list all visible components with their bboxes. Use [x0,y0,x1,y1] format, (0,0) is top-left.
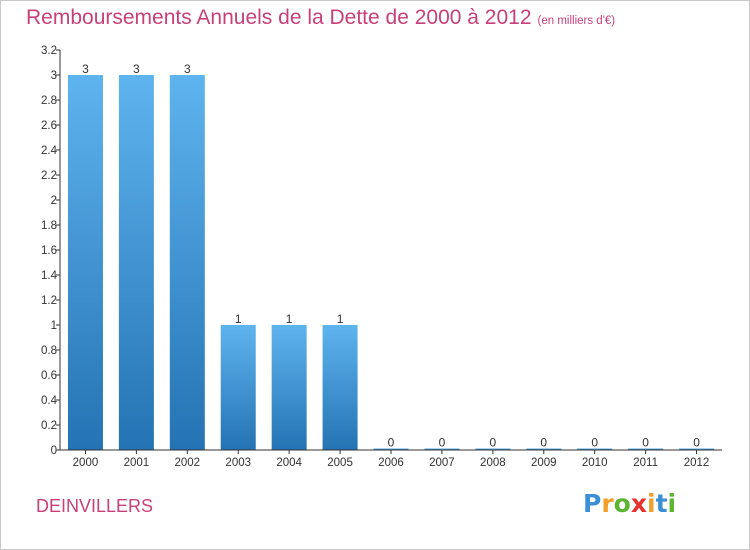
y-tick-label: 2 [51,195,57,207]
bar-2005 [322,325,358,450]
logo-letter: o [613,489,631,518]
y-tick-label: 1.6 [41,245,57,257]
y-tick-label: 2.8 [41,95,57,107]
y-tick-label: 0.8 [41,345,57,357]
bar-2004 [271,325,307,450]
bar-2001 [118,75,154,450]
proxiti-logo: Proxiti [583,489,676,518]
bar-value-label: 1 [286,312,293,326]
y-tick-label: 2.2 [41,170,57,182]
x-tick-label: 2008 [480,457,506,469]
x-tick-label: 2011 [633,457,658,469]
x-tick-label: 2009 [531,457,557,469]
bar-value-label: 0 [642,436,649,450]
y-tick-label: 3 [51,70,57,82]
x-tick-label: 2007 [429,457,455,469]
bar-2012 [679,448,715,450]
bar-2007 [424,448,460,450]
bar-value-label: 3 [184,62,191,76]
logo-letter: t [655,489,668,518]
logo-letter: i [667,489,677,518]
x-tick-label: 2012 [684,457,710,469]
y-tick-label: 0.2 [41,420,57,432]
bar-2008 [475,448,511,450]
bar-value-label: 1 [337,312,344,326]
bar-2003 [220,325,256,450]
y-tick-label: 0 [51,445,57,457]
bar-value-label: 0 [591,436,598,450]
x-tick-label: 2010 [582,457,608,469]
y-tick-label: 0.4 [41,395,58,407]
bar-value-label: 0 [490,436,497,450]
bar-2011 [628,448,664,450]
bar-value-label: 0 [388,436,395,450]
bar-2006 [373,448,409,450]
logo-letter: r [601,489,614,518]
bar-value-label: 1 [235,312,242,326]
x-tick-label: 2000 [73,457,99,469]
x-tick-label: 2005 [327,457,353,469]
y-tick-label: 1 [51,320,57,332]
y-tick-label: 3.2 [41,45,57,57]
x-tick-label: 2003 [225,457,251,469]
bar-value-label: 0 [540,436,547,450]
bar-2000 [67,75,103,450]
y-axis: 0 0.2 0.4 0.6 0.8 1 1.2 1.4 1.6 1.8 2 2.2 2.4 2.6 2.8 3… [41,45,61,457]
x-tick-label: 2006 [378,457,404,469]
bar-value-label: 0 [439,436,446,450]
bar-value-label: 0 [693,436,700,450]
x-tick-label: 2001 [124,457,150,469]
title-text: Remboursements Annuels de la Dette de 20… [26,6,532,29]
page-subtitle: (en milliers d'€) [537,15,616,27]
y-tick-label: 1.8 [41,220,57,232]
x-axis: 2000 2001 2002 2003 2004 2005 2006 2007 2008 2009… [60,449,722,469]
bar-value-label: 3 [82,62,89,76]
y-tick-label: 2.4 [41,145,58,157]
bar-2002 [169,75,205,450]
bar-2009 [526,448,562,450]
bar-2010 [577,448,613,450]
logo-letter: x [630,489,647,518]
logo-letter: P [583,489,602,518]
bars: 3 3 3 1 1 1 0 0 0 0 0 0 0 [67,62,715,450]
y-tick-label: 1.2 [41,295,57,307]
logo-letter: i [647,489,656,518]
x-tick-label: 2004 [276,457,302,469]
y-tick-label: 2.6 [41,120,57,132]
page-title: Remboursements Annuels de la Dette de 20… [26,6,615,30]
bar-value-label: 3 [133,62,140,76]
y-tick-label: 0.6 [41,370,57,382]
y-tick-label: 1.4 [41,270,58,282]
x-tick-label: 2002 [175,457,201,469]
commune-name: DEINVILLERS [36,496,154,516]
